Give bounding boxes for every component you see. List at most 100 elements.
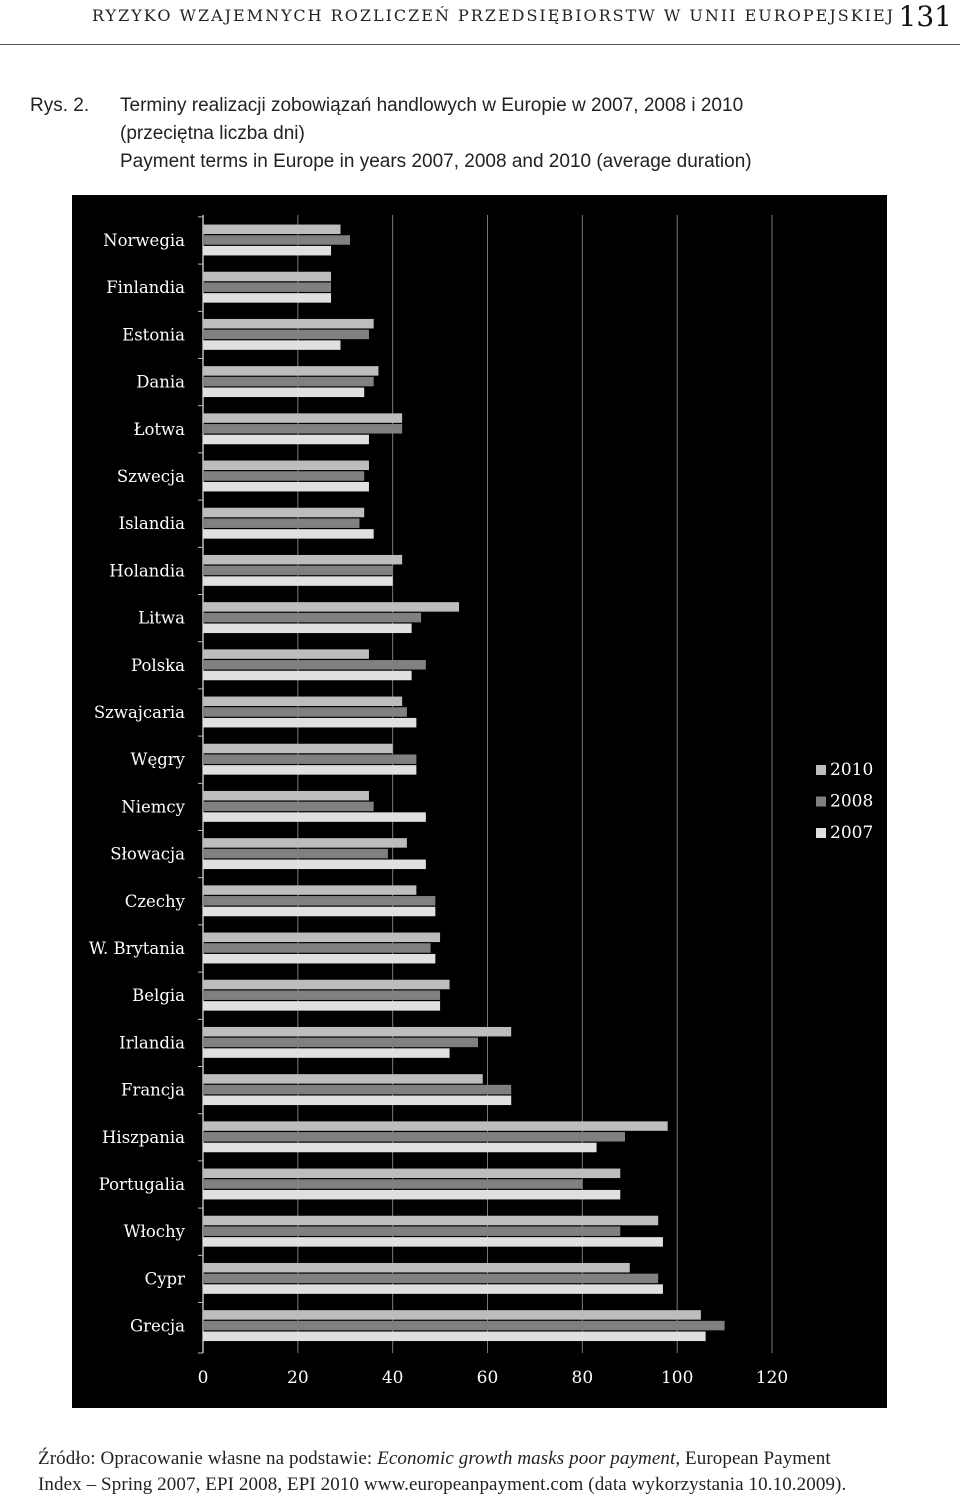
category-label: Islandia: [119, 514, 186, 533]
bar-2007: [203, 1284, 663, 1294]
bar-2007: [203, 1189, 621, 1200]
bar-2008: [203, 1037, 479, 1048]
category-label: Szwajcaria: [94, 703, 185, 722]
category-label: Polska: [131, 656, 185, 675]
category-label: Cypr: [145, 1269, 186, 1288]
bar-2010: [203, 1168, 621, 1179]
payment-terms-chart: 0 20 40 60 80 100 120 Norwegia Finlandia Estonia D…: [72, 195, 887, 1408]
bar-2008: [203, 990, 441, 1000]
bar-2007: [203, 387, 365, 398]
legend-label-2008: 2008: [830, 792, 873, 812]
bar-2010: [203, 1310, 701, 1320]
bar-2007: [203, 481, 369, 492]
x-tick-label: 40: [382, 1368, 404, 1388]
category-label: W. Brytania: [89, 939, 185, 958]
source-note: Źródło: Opracowanie własne na podstawie:…: [38, 1446, 958, 1498]
bar-2010: [203, 932, 441, 943]
bar-2008: [203, 1132, 626, 1142]
bar-2010: [203, 224, 341, 235]
bar-2008: [203, 612, 422, 623]
bar-2008: [203, 1226, 621, 1236]
bar-2007: [203, 670, 412, 681]
bar-2010: [203, 460, 369, 471]
bar-2008: [203, 329, 369, 340]
x-tick-label: 100: [661, 1368, 693, 1388]
bar-2008: [203, 1320, 725, 1331]
bar-2007: [203, 1095, 512, 1106]
bar-2007: [203, 906, 436, 917]
bar-2008: [203, 754, 417, 764]
x-tick-label: 20: [287, 1368, 309, 1388]
source-rest-line1: , European Payment: [675, 1448, 831, 1469]
source-italic-title: Economic growth masks poor payment: [377, 1448, 676, 1469]
bar-2010: [203, 838, 407, 848]
bar-2010: [203, 743, 393, 754]
source-prefix: Źródło: Opracowanie własne na podstawie:: [38, 1448, 378, 1469]
category-label: Słowacja: [110, 845, 185, 864]
bar-2007: [203, 1237, 663, 1247]
legend-label-2007: 2007: [830, 823, 873, 843]
category-label: Belgia: [132, 986, 185, 1005]
x-tick-label: 120: [756, 1368, 788, 1388]
bar-2007: [203, 953, 436, 964]
bar-2007: [203, 717, 417, 728]
category-label: Irlandia: [119, 1033, 185, 1052]
category-label: Dania: [136, 373, 185, 392]
bar-2007: [203, 1001, 441, 1011]
bar-2007: [203, 245, 332, 256]
bar-2010: [203, 507, 365, 518]
bar-2007: [203, 293, 332, 303]
category-label: Portugalia: [99, 1175, 185, 1194]
bar-2007: [203, 765, 417, 775]
x-tick-label: 60: [477, 1368, 499, 1388]
category-label: Norwegia: [103, 231, 185, 250]
bar-2008: [203, 707, 407, 717]
category-label: Włochy: [124, 1222, 186, 1241]
x-tick-label: 0: [198, 1368, 209, 1388]
figure-label: Rys. 2.: [30, 95, 90, 116]
bar-2007: [203, 529, 374, 539]
x-tick-label: 80: [572, 1368, 594, 1388]
figure-title-pl-line1: Terminy realizacji zobowiązań handlowych…: [120, 95, 744, 116]
bar-2008: [203, 376, 374, 387]
chart-svg: 0 20 40 60 80 100 120 Norwegia Finlandia Estonia D…: [89, 215, 873, 1388]
bar-2010: [203, 318, 374, 329]
bar-2008: [203, 518, 360, 528]
bar-2010: [203, 979, 450, 990]
bar-2010: [203, 1121, 668, 1131]
legend-swatch-2010: [816, 765, 826, 775]
running-head: RYZYKO WZAJEMNYCH ROZLICZEŃ PRZEDSIĘBIOR…: [0, 0, 960, 45]
bar-2010: [203, 1262, 630, 1273]
bar-2010: [203, 413, 403, 423]
category-label: Czechy: [125, 892, 186, 911]
bar-2007: [203, 859, 426, 870]
bar-2008: [203, 660, 426, 670]
bar-2010: [203, 1215, 659, 1226]
bar-2007: [203, 576, 393, 586]
bar-2007: [203, 623, 412, 634]
category-label: Szwecja: [117, 467, 185, 486]
category-label: Litwa: [138, 609, 185, 628]
bar-2008: [203, 282, 332, 292]
bar-2010: [203, 1026, 512, 1037]
page-number: 131: [898, 0, 952, 33]
bar-2010: [203, 696, 403, 707]
figure-title-en: Payment terms in Europe in years 2007, 2…: [120, 151, 752, 172]
bar-2007: [203, 1331, 706, 1342]
bar-2010: [203, 885, 417, 895]
running-title: RYZYKO WZAJEMNYCH ROZLICZEŃ PRZEDSIĘBIOR…: [92, 6, 896, 25]
bar-2007: [203, 1142, 597, 1153]
bar-2008: [203, 235, 350, 245]
bar-2008: [203, 1084, 512, 1095]
category-label: Łotwa: [133, 420, 185, 439]
bar-2008: [203, 471, 365, 481]
category-label: Grecja: [130, 1317, 185, 1336]
category-label: Finlandia: [106, 278, 185, 297]
bar-2008: [203, 1273, 659, 1284]
bar-2010: [203, 602, 460, 612]
bar-2008: [203, 565, 393, 576]
category-label: Francja: [121, 1081, 185, 1100]
category-label: Niemcy: [121, 797, 185, 816]
bar-2010: [203, 366, 379, 376]
legend-swatch-2007: [816, 828, 826, 838]
